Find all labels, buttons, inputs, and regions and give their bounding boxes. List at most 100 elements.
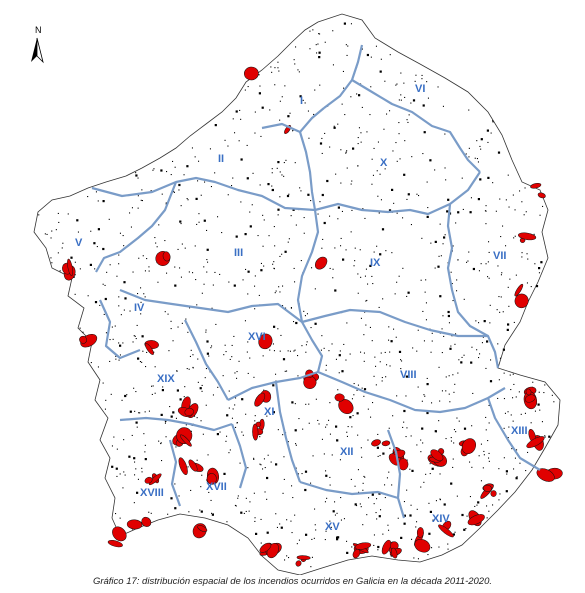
fire-point xyxy=(243,512,245,514)
fire-point xyxy=(485,429,487,431)
fire-point xyxy=(104,408,106,410)
fire-point xyxy=(160,443,162,445)
fire-point xyxy=(170,174,172,176)
fire-point xyxy=(206,352,209,355)
fire-point xyxy=(513,237,515,239)
fire-point xyxy=(129,410,132,413)
fire-point xyxy=(224,139,226,141)
fire-point xyxy=(471,466,473,468)
fire-point xyxy=(234,404,236,406)
fire-point xyxy=(154,237,156,239)
fire-point xyxy=(380,352,382,354)
fire-point xyxy=(485,263,487,265)
fire-point xyxy=(105,332,107,334)
fire-point xyxy=(478,455,480,457)
fire-point xyxy=(214,172,216,174)
fire-point xyxy=(187,466,189,468)
fire-point xyxy=(211,512,213,514)
fire-point xyxy=(295,443,297,445)
fire-point xyxy=(151,385,153,387)
fire-point xyxy=(290,307,292,309)
fire-point xyxy=(272,411,275,414)
fire-point xyxy=(425,279,427,281)
fire-point xyxy=(515,396,517,398)
fire-point xyxy=(483,454,485,456)
fire-point xyxy=(236,422,238,424)
fire-point xyxy=(237,497,239,499)
fire-point xyxy=(169,406,171,408)
fire-point xyxy=(449,347,452,350)
fire-point xyxy=(488,457,490,459)
fire-point xyxy=(468,251,470,253)
fire-point xyxy=(295,321,298,325)
fire-point xyxy=(367,283,369,285)
fire-point xyxy=(245,510,247,512)
fire-point xyxy=(453,442,455,444)
fire-point xyxy=(219,431,221,433)
fire-point xyxy=(123,281,126,284)
fire-point xyxy=(423,340,425,342)
fire-point xyxy=(74,274,76,276)
fire-point xyxy=(388,529,390,531)
fire-point xyxy=(162,386,164,388)
fire-point xyxy=(346,540,348,542)
fire-point xyxy=(350,231,352,233)
fire-point xyxy=(435,500,437,502)
fire-point xyxy=(410,435,412,437)
fire-point xyxy=(410,102,412,104)
fire-point xyxy=(478,357,480,359)
region-label-XV: XV xyxy=(325,521,340,533)
fire-point xyxy=(178,183,181,187)
fire-point xyxy=(343,343,345,345)
fire-point xyxy=(181,243,183,245)
fire-point xyxy=(508,426,510,428)
fire-point xyxy=(306,313,308,315)
fire-point xyxy=(376,446,379,449)
fire-point xyxy=(141,335,144,338)
burnt-area xyxy=(414,538,431,553)
fire-point xyxy=(369,264,372,267)
fire-point xyxy=(207,454,209,456)
fire-point xyxy=(178,495,180,497)
fire-point xyxy=(477,501,480,504)
fire-point xyxy=(287,115,290,118)
fire-point xyxy=(145,366,147,368)
fire-point xyxy=(275,463,278,466)
fire-point xyxy=(357,165,359,167)
fire-point xyxy=(548,435,551,438)
fire-point xyxy=(260,542,262,544)
fire-point xyxy=(450,345,452,347)
fire-point xyxy=(385,376,387,378)
fire-point xyxy=(279,196,281,198)
fire-point xyxy=(369,326,371,328)
fire-point xyxy=(530,286,532,288)
fire-point xyxy=(225,440,227,442)
fire-point xyxy=(395,336,397,338)
fire-point xyxy=(269,109,271,111)
fire-point xyxy=(490,359,492,361)
fire-point xyxy=(500,296,502,298)
fire-point xyxy=(386,477,388,479)
fire-point xyxy=(196,223,198,225)
fire-point xyxy=(383,128,385,130)
fire-point xyxy=(126,394,128,396)
galicia-fire-map: N xyxy=(31,13,563,575)
fire-point xyxy=(378,492,381,495)
fire-point xyxy=(310,482,312,484)
fire-point xyxy=(139,361,141,363)
fire-point xyxy=(195,197,198,200)
fire-point xyxy=(224,344,226,346)
fire-point xyxy=(228,281,230,283)
fire-point xyxy=(441,390,443,392)
fire-point xyxy=(137,207,139,209)
fire-point xyxy=(242,434,244,436)
fire-point xyxy=(455,431,457,433)
fire-point xyxy=(186,368,188,370)
fire-point xyxy=(302,428,304,430)
fire-point xyxy=(280,526,283,529)
fire-point xyxy=(339,350,341,352)
fire-point xyxy=(279,523,281,525)
fire-point xyxy=(367,408,369,410)
fire-point xyxy=(335,358,337,360)
fire-point xyxy=(497,343,499,345)
